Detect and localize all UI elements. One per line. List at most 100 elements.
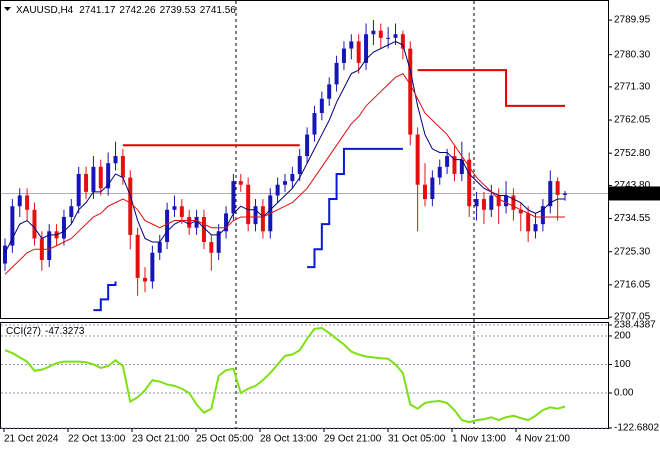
x-tick-label: 4 Nov 21:00 bbox=[516, 434, 570, 445]
candle-body bbox=[69, 206, 74, 217]
candle-body bbox=[393, 34, 398, 38]
marks: 2789.95 2780.30 2771.30 2762.05 2752.80 2743.… bbox=[1, 15, 660, 445]
candle-body bbox=[312, 113, 317, 135]
chart-title: XAUUSD,H4 bbox=[16, 5, 74, 16]
cci-header: CCI(27) -47.3273 bbox=[6, 326, 85, 337]
candle-body bbox=[430, 177, 435, 200]
cci-line bbox=[4, 326, 566, 424]
candle-body bbox=[504, 195, 509, 207]
candle-body bbox=[32, 209, 37, 239]
candle-body bbox=[437, 166, 442, 178]
candle-body bbox=[113, 156, 118, 164]
candle-body bbox=[540, 206, 545, 225]
candle-body bbox=[253, 206, 258, 225]
chart-header: XAUUSD,H4 2741.17 2742.26 2739.53 2741.56 bbox=[16, 5, 236, 16]
main-panel bbox=[0, 0, 609, 319]
candle-body bbox=[179, 206, 184, 217]
candle-body bbox=[334, 62, 339, 85]
candle-body bbox=[489, 195, 494, 210]
candle-body bbox=[47, 231, 52, 260]
candle-body bbox=[128, 177, 133, 235]
candle-body bbox=[209, 242, 214, 253]
indicator-line bbox=[4, 73, 565, 275]
indicator-line bbox=[4, 40, 565, 254]
candle-body bbox=[91, 166, 96, 192]
candle-body bbox=[201, 216, 206, 243]
candle-body bbox=[84, 173, 89, 192]
y-tick-label: 100 bbox=[614, 359, 631, 370]
candle-body bbox=[157, 242, 162, 253]
y-tick-label: 0.00 bbox=[614, 388, 634, 399]
candle-body bbox=[356, 41, 361, 63]
candle-body bbox=[415, 134, 420, 185]
candle-body bbox=[459, 159, 464, 174]
x-tick-label: 1 Nov 13:00 bbox=[452, 434, 506, 445]
candle-body bbox=[283, 181, 287, 185]
candle-body bbox=[297, 156, 302, 174]
candle-body bbox=[231, 181, 236, 214]
candle-body bbox=[290, 173, 295, 182]
y-tick-label: 2780.30 bbox=[614, 49, 651, 60]
y-tick-label: 2771.30 bbox=[614, 82, 651, 93]
candle-body bbox=[378, 30, 383, 38]
candle-body bbox=[386, 37, 391, 39]
price-box bbox=[608, 186, 660, 201]
candle-body bbox=[341, 48, 346, 63]
candle-body bbox=[3, 245, 7, 264]
candle-body bbox=[408, 48, 413, 135]
candle-body bbox=[275, 184, 280, 196]
candle-body bbox=[172, 206, 177, 210]
indicator-line bbox=[93, 147, 403, 312]
cci-title: CCI(27) bbox=[6, 326, 41, 337]
candle-body bbox=[187, 216, 192, 228]
y-tick-label: 2752.80 bbox=[614, 148, 651, 159]
candle-body bbox=[555, 181, 560, 195]
candle-body bbox=[61, 216, 66, 239]
candle-body bbox=[216, 231, 221, 253]
candle-body bbox=[349, 41, 354, 49]
candle-body bbox=[423, 184, 427, 200]
y-tick-label: 238.4387 bbox=[614, 320, 656, 331]
candle-body bbox=[518, 209, 523, 214]
x-tick-label: 28 Oct 13:00 bbox=[260, 434, 318, 445]
cci-value: -47.3273 bbox=[45, 326, 85, 337]
candle-body bbox=[194, 216, 199, 228]
candle-body bbox=[143, 277, 147, 282]
candle-body bbox=[246, 184, 251, 225]
candle-body bbox=[120, 156, 125, 178]
candle-body bbox=[150, 252, 155, 282]
candle-body bbox=[260, 206, 265, 232]
candle-body bbox=[563, 193, 567, 195]
x-tick-label: 29 Oct 21:00 bbox=[324, 434, 382, 445]
candle-body bbox=[467, 159, 472, 207]
candle-body bbox=[165, 209, 170, 243]
candle-body bbox=[548, 181, 553, 207]
candle-body bbox=[526, 213, 531, 232]
x-tick-label: 23 Oct 21:00 bbox=[132, 434, 190, 445]
candle-body bbox=[10, 206, 15, 246]
y-tick-label: 2743.80 bbox=[614, 180, 651, 191]
candle-body bbox=[327, 84, 332, 99]
candle-body bbox=[511, 195, 516, 210]
candle-body bbox=[474, 199, 479, 207]
x-tick-label: 22 Oct 13:00 bbox=[68, 434, 126, 445]
candle-body bbox=[371, 30, 376, 35]
candle-body bbox=[496, 195, 501, 207]
header-high: 2742.26 bbox=[119, 5, 156, 16]
candle-body bbox=[452, 156, 457, 174]
candle-body bbox=[238, 181, 243, 185]
candle-body bbox=[445, 156, 450, 167]
header-open: 2741.17 bbox=[79, 5, 116, 16]
x-tick-label: 25 Oct 05:00 bbox=[196, 434, 254, 445]
candle-body bbox=[400, 34, 405, 49]
candle-body bbox=[533, 224, 538, 232]
candle-body bbox=[106, 163, 111, 189]
x-tick-label: 21 Oct 2024 bbox=[4, 434, 59, 445]
indicator-line bbox=[122, 69, 565, 147]
menu-triangle bbox=[4, 7, 11, 11]
x-tick-label: 31 Oct 05:00 bbox=[388, 434, 446, 445]
header-close: 2741.56 bbox=[200, 5, 237, 16]
candle-body bbox=[481, 199, 486, 210]
candle-body bbox=[98, 166, 103, 189]
